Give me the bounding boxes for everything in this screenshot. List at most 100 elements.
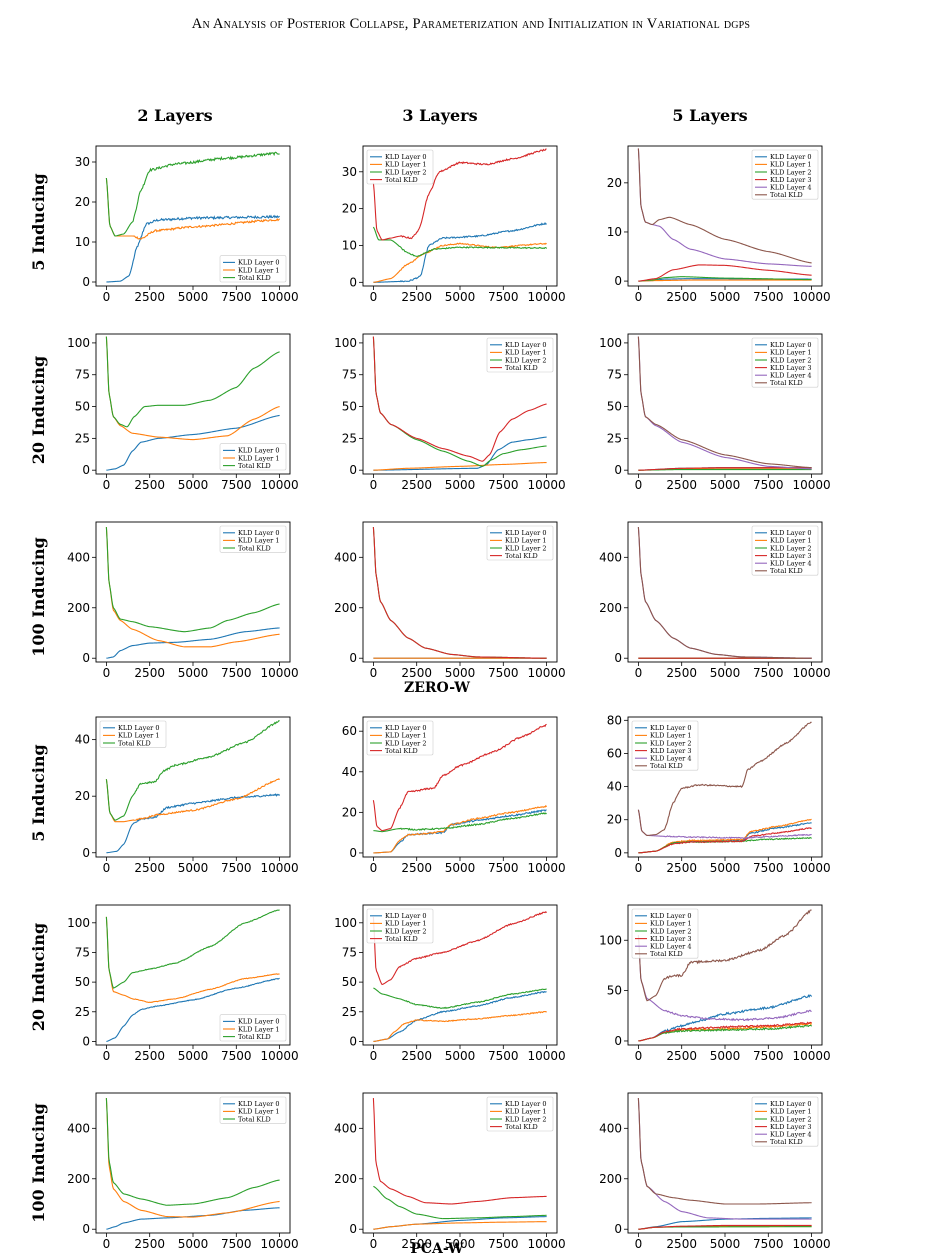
- y-tick-label: 0: [614, 846, 622, 860]
- y-tick-label: 30: [75, 155, 90, 169]
- y-tick-label: 0: [349, 846, 357, 860]
- legend-entry: KLD Layer 0: [238, 259, 279, 267]
- y-tick-label: 0: [614, 1222, 622, 1236]
- row-label-pca-20: 20 Inducing: [29, 923, 48, 1031]
- legend-entry: Total KLD: [505, 1123, 538, 1131]
- plot-area: [105, 1098, 280, 1230]
- legend-entry: KLD Layer 1: [238, 266, 279, 274]
- y-tick-label: 100: [67, 916, 90, 930]
- x-tick-label: 10000: [528, 1049, 566, 1063]
- series-line-3: [105, 909, 280, 989]
- legend-entry: KLD Layer 0: [505, 529, 546, 537]
- series-line-2: [105, 1098, 280, 1218]
- series-line-1: [106, 793, 281, 854]
- y-tick-label: 0: [614, 651, 622, 665]
- legend-entry: KLD Layer 2: [650, 927, 691, 935]
- y-tick-label: 0: [614, 1034, 622, 1048]
- y-tick-label: 75: [75, 368, 90, 382]
- x-tick-label: 10000: [528, 478, 566, 492]
- legend-entry: KLD Layer 2: [385, 739, 426, 747]
- x-tick-label: 2500: [666, 666, 697, 680]
- legend-entry: KLD Layer 0: [238, 447, 279, 455]
- y-tick-label: 50: [75, 975, 90, 989]
- y-tick-label: 0: [349, 1034, 357, 1048]
- y-tick-label: 10: [75, 235, 90, 249]
- y-tick-label: 200: [67, 1172, 90, 1186]
- row-label-zero-100: 100 Inducing: [29, 537, 48, 657]
- y-tick-label: 60: [607, 746, 622, 760]
- y-tick-label: 50: [607, 984, 622, 998]
- legend-entry: KLD Layer 2: [650, 739, 691, 747]
- series-line-1: [106, 627, 280, 659]
- legend-entry: KLD Layer 2: [770, 356, 811, 364]
- series-line-3: [373, 812, 547, 833]
- x-tick-label: 5000: [445, 290, 476, 304]
- series-line-1: [373, 436, 547, 471]
- legend-entry: KLD Layer 1: [770, 537, 811, 545]
- legend-entry: KLD Layer 1: [385, 161, 426, 169]
- legend-entry: Total KLD: [238, 544, 271, 552]
- x-tick-label: 5000: [178, 1237, 209, 1251]
- x-tick-label: 5000: [178, 861, 209, 875]
- section-label-zero-w: ZERO-W: [404, 680, 470, 696]
- series-line-2: [373, 242, 547, 283]
- legend-entry: KLD Layer 0: [770, 341, 811, 349]
- plot-area: [637, 336, 812, 471]
- x-tick-label: 7500: [753, 1237, 784, 1251]
- y-tick-label: 60: [342, 724, 357, 738]
- plot-area: [637, 1098, 812, 1230]
- series-line-1: [106, 1207, 280, 1230]
- series-line-2: [373, 804, 548, 854]
- legend-entry: KLD Layer 1: [650, 732, 691, 740]
- series-line-3: [105, 336, 280, 428]
- legend-entry: Total KLD: [650, 762, 683, 770]
- y-tick-label: 200: [67, 601, 90, 615]
- y-tick-label: 400: [334, 550, 357, 564]
- y-tick-label: 50: [342, 975, 357, 989]
- x-tick-label: 2500: [134, 478, 165, 492]
- y-tick-label: 30: [342, 165, 357, 179]
- y-tick-label: 100: [599, 336, 622, 350]
- legend-entry: KLD Layer 1: [770, 349, 811, 357]
- x-tick-label: 5000: [710, 1237, 741, 1251]
- legend-entry: KLD Layer 0: [770, 1100, 811, 1108]
- legend-entry: Total KLD: [238, 462, 271, 470]
- plot-area: [637, 148, 812, 282]
- x-tick-label: 10000: [528, 861, 566, 875]
- x-tick-label: 5000: [710, 290, 741, 304]
- y-tick-label: 10: [607, 225, 622, 239]
- x-tick-label: 2500: [666, 290, 697, 304]
- x-tick-label: 2500: [401, 1049, 432, 1063]
- x-tick-label: 0: [635, 478, 643, 492]
- legend-entry: KLD Layer 1: [238, 1108, 279, 1116]
- x-tick-label: 5000: [710, 478, 741, 492]
- y-tick-label: 0: [349, 463, 357, 477]
- svg-text:20 Inducing: 20 Inducing: [29, 923, 48, 1031]
- y-tick-label: 75: [75, 945, 90, 959]
- series-line-3: [372, 226, 548, 257]
- y-tick-label: 80: [607, 713, 622, 727]
- x-tick-label: 0: [635, 1049, 643, 1063]
- x-tick-label: 7500: [221, 1049, 252, 1063]
- series-line-6: [637, 909, 812, 1002]
- x-tick-label: 7500: [488, 861, 519, 875]
- y-tick-label: 75: [342, 368, 357, 382]
- y-tick-label: 400: [334, 1121, 357, 1135]
- legend-entry: KLD Layer 4: [650, 755, 691, 763]
- x-tick-label: 10000: [793, 478, 831, 492]
- y-tick-label: 20: [342, 202, 357, 216]
- x-tick-label: 2500: [134, 666, 165, 680]
- series-line-4: [638, 827, 812, 854]
